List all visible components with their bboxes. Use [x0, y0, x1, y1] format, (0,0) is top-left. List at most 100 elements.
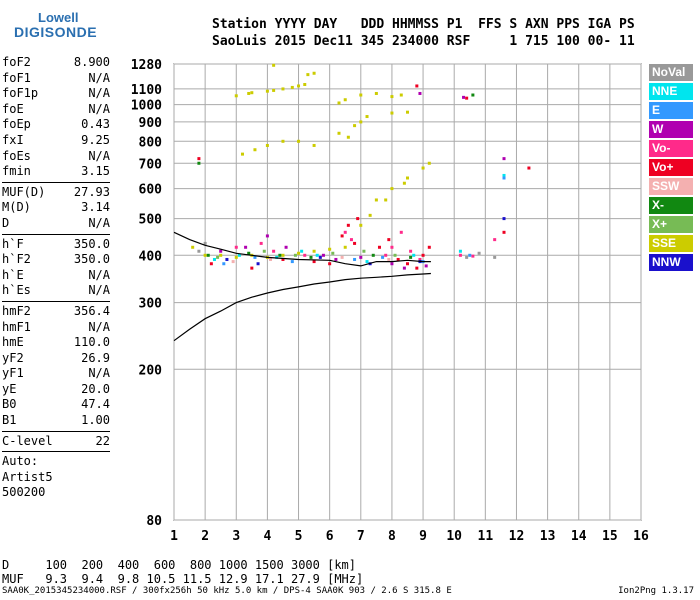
param-row: yF2 26.9 — [2, 351, 110, 367]
legend-item-sse: SSE — [649, 235, 693, 252]
logo: Lowell DIGISONDE — [2, 6, 97, 46]
point-x- — [309, 255, 313, 259]
point-e — [253, 255, 257, 259]
param-key: hmF2 — [2, 303, 31, 318]
point-e — [353, 257, 357, 261]
param-key: hmF1 — [2, 319, 31, 334]
point-nne — [365, 260, 369, 264]
param-value: 1.00 — [81, 413, 110, 428]
point-x- — [471, 93, 475, 97]
param-key: yE — [2, 381, 17, 396]
param-row: M(D) 3.14 — [2, 200, 110, 216]
point-nne — [502, 173, 506, 177]
point-sse — [297, 139, 301, 143]
param-row: yF1 N/A — [2, 366, 110, 382]
param-row: fxI 9.25 — [2, 133, 110, 149]
point-sse — [328, 247, 332, 251]
point-e — [222, 262, 226, 266]
point-x- — [362, 249, 366, 253]
point-x- — [371, 253, 375, 257]
point-vo- — [353, 241, 357, 245]
x-tick-label: 4 — [263, 529, 271, 544]
legend-item-e: E — [649, 102, 693, 119]
param-key: M(D) — [2, 200, 31, 215]
point-sse — [219, 253, 223, 257]
footer-info: SAA0K_2015345234000.RSF / 300fx256h 50 k… — [2, 586, 452, 596]
point-sse — [365, 115, 369, 119]
trace-line — [173, 231, 431, 267]
point-sse — [390, 187, 394, 191]
param-separator — [2, 181, 110, 183]
x-tick-label: 6 — [326, 529, 334, 544]
param-value: N/A — [88, 215, 110, 230]
point-vo- — [409, 249, 413, 253]
point-vo- — [349, 238, 353, 242]
point-sse — [247, 91, 251, 95]
legend-item-ssw: SSW — [649, 178, 693, 195]
param-value: N/A — [88, 267, 110, 282]
param-row: h`Es N/A — [2, 283, 110, 299]
param-row: fmin 3.15 — [2, 164, 110, 180]
point-vo- — [250, 266, 254, 270]
param-row: B0 47.4 — [2, 397, 110, 413]
point-vo- — [415, 266, 419, 270]
param-row: C-level 22 — [2, 434, 110, 450]
point-vo- — [406, 262, 409, 266]
x-tick-label: 13 — [540, 529, 556, 544]
param-key: foEs — [2, 148, 31, 163]
point-w — [402, 266, 406, 270]
y-tick-label: 1280 — [131, 58, 162, 73]
param-key: yF1 — [2, 366, 24, 381]
param-key: yF2 — [2, 350, 24, 365]
point-vo- — [377, 245, 381, 249]
point-x- — [331, 251, 335, 255]
point-sse — [281, 87, 285, 91]
point-x- — [393, 253, 397, 257]
point-vo- — [493, 238, 497, 242]
param-value: 47.4 — [81, 397, 110, 412]
point-w — [244, 245, 248, 249]
point-vo- — [396, 257, 400, 261]
point-nne — [275, 255, 279, 259]
y-tick-label: 700 — [139, 157, 163, 172]
point-sse — [234, 94, 238, 98]
legend-item-x-: X- — [649, 197, 693, 214]
point-vo- — [281, 257, 285, 261]
point-nnw — [256, 262, 260, 266]
point-sse — [312, 249, 316, 253]
param-key: h`F — [2, 236, 24, 251]
point-vo- — [346, 223, 350, 227]
param-row: foEp 0.43 — [2, 117, 110, 133]
autoscale-text: Artist5 — [2, 469, 53, 484]
point-w — [418, 91, 422, 95]
point-nnw — [225, 257, 229, 261]
parameter-panel: foF2 8.900 foF1 N/A foF1p N/A foE N/A foEp 0.43 fx… — [2, 55, 110, 501]
y-tick-label: 500 — [139, 213, 163, 228]
point-sse — [297, 251, 301, 255]
point-vo- — [399, 230, 403, 234]
param-value: 3.15 — [81, 164, 110, 179]
point-sse — [337, 101, 341, 105]
param-row: hmE 110.0 — [2, 335, 110, 351]
param-key: foEp — [2, 117, 31, 132]
param-value: 350.0 — [73, 236, 110, 251]
point-sse — [374, 198, 378, 202]
param-separator — [2, 300, 110, 302]
point-vo- — [328, 262, 332, 266]
param-row: foF2 8.900 — [2, 55, 110, 71]
point-vo- — [421, 253, 425, 257]
point-sse — [337, 131, 341, 135]
point-sse — [272, 63, 276, 67]
profile-line — [173, 272, 431, 342]
point-w — [284, 245, 288, 249]
param-key: h`F2 — [2, 252, 31, 267]
point-noval — [197, 249, 201, 253]
point-vo- — [303, 253, 307, 257]
y-tick-label: 200 — [139, 363, 163, 378]
point-w — [321, 253, 325, 257]
y-tick-label: 1100 — [131, 83, 162, 98]
param-separator — [2, 233, 110, 235]
x-tick-label: 7 — [357, 529, 365, 544]
logo-line2: DIGISONDE — [14, 24, 98, 40]
point-x- — [262, 249, 266, 253]
